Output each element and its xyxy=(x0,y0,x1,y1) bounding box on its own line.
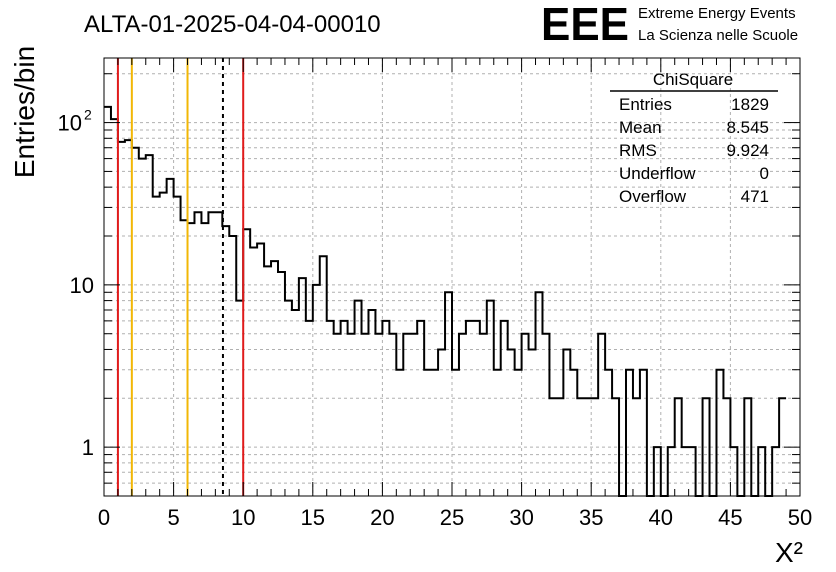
stats-value-underflow: 0 xyxy=(760,164,769,183)
logo-line1: Extreme Energy Events xyxy=(638,5,796,22)
stats-label-underflow: Underflow xyxy=(619,164,696,183)
y-tick-superscript: 2 xyxy=(84,107,92,123)
stats-value-entries: 1829 xyxy=(731,95,769,114)
stats-value-overflow: 471 xyxy=(741,187,769,206)
stats-label-rms: RMS xyxy=(619,141,657,160)
x-tick-label: 45 xyxy=(718,505,742,530)
reference-lines xyxy=(116,58,245,496)
y-tick-label: 1 xyxy=(82,435,94,460)
x-tick-label: 10 xyxy=(231,505,255,530)
x-tick-label: 20 xyxy=(370,505,394,530)
x-tick-label: 35 xyxy=(579,505,603,530)
y-axis-label: Entries/bin xyxy=(9,46,40,178)
y-tick-label: 10 xyxy=(58,111,82,136)
stats-label-overflow: Overflow xyxy=(619,187,687,206)
x-tick-label: 0 xyxy=(98,505,110,530)
x-tick-label: 50 xyxy=(788,505,812,530)
x-tick-label: 5 xyxy=(167,505,179,530)
y-tick-label: 10 xyxy=(70,273,94,298)
x-tick-label: 15 xyxy=(301,505,325,530)
stats-value-mean: 8.545 xyxy=(726,118,769,137)
chart-title: ALTA-01-2025-04-04-00010 xyxy=(84,11,381,38)
eee-logo: EEE Extreme Energy Events La Scienza nel… xyxy=(541,0,798,50)
stats-label-mean: Mean xyxy=(619,118,662,137)
stats-label-entries: Entries xyxy=(619,95,672,114)
stats-title: ChiSquare xyxy=(653,70,733,89)
logo-line2: La Scienza nelle Scuole xyxy=(638,27,798,44)
stats-box: ChiSquare Entries 1829 Mean 8.545 RMS 9.… xyxy=(610,70,778,206)
logo-text: EEE xyxy=(541,0,629,50)
x-tick-label: 30 xyxy=(509,505,533,530)
x-tick-label: 25 xyxy=(440,505,464,530)
histogram-line xyxy=(104,105,787,497)
x-axis-label: X² xyxy=(775,537,803,568)
histogram xyxy=(104,105,787,497)
x-tick-label: 40 xyxy=(649,505,673,530)
stats-value-rms: 9.924 xyxy=(726,141,769,160)
